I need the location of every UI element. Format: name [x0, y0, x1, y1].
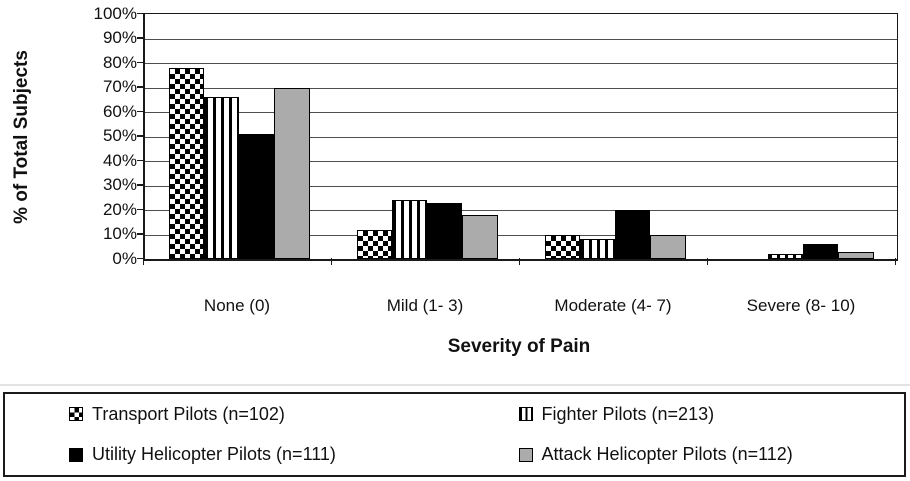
bar-transport-pilots-n-102-mild-1-3: [356, 229, 392, 259]
y-tick-label-70: 70%: [102, 77, 137, 96]
bar-attack-helicopter-pilots-n-112-mild-1-3: [462, 214, 498, 259]
plot-area: [143, 13, 898, 261]
x-tick-mark-1: [330, 258, 332, 265]
y-axis-tick-labels: 0% 10% 20% 30% 40% 50% 60% 70% 80% 90% 100%: [0, 5, 137, 267]
y-tick-label-0: 0%: [112, 248, 137, 268]
y-tick-mark-100: [137, 12, 143, 14]
gridline-50: [145, 136, 897, 138]
category-label-none-0: None (0): [203, 296, 271, 315]
legend-label: Utility Helicopter Pilots (n=111): [92, 444, 336, 465]
y-tick-label-10: 10%: [102, 224, 137, 243]
bar-fighter-pilots-n-213-severe-8-10: [767, 254, 803, 259]
legend-item-attack-helicopter-pilots-n-112: Attack Helicopter Pilots (n=112): [455, 444, 905, 465]
legend-marker-vstripe-icon: [518, 407, 533, 422]
legend-box: Transport Pilots (n=102) Fighter Pilots (…: [3, 392, 906, 477]
gridline-30: [145, 185, 897, 187]
bar-attack-helicopter-pilots-n-112-moderate-4-7: [650, 234, 686, 259]
x-axis-title: Severity of Pain: [447, 336, 591, 357]
scan-artifact-line: [0, 384, 910, 386]
legend-marker-gray-icon: [518, 447, 533, 462]
bar-utility-helicopter-pilots-n-111-severe-8-10: [803, 244, 839, 259]
bar-fighter-pilots-n-213-mild-1-3: [391, 200, 427, 259]
legend-item-fighter-pilots-n-213: Fighter Pilots (n=213): [455, 404, 905, 425]
bar-transport-pilots-n-102-none-0: [168, 67, 204, 259]
legend-label: Attack Helicopter Pilots (n=112): [541, 444, 793, 465]
y-tick-label-50: 50%: [102, 126, 137, 145]
legend-label: Transport Pilots (n=102): [92, 403, 285, 424]
legend-marker-solid-icon: [69, 447, 83, 462]
bar-transport-pilots-n-102-moderate-4-7: [544, 234, 580, 259]
gridline-10: [145, 234, 897, 236]
bar-utility-helicopter-pilots-n-111-moderate-4-7: [615, 210, 651, 259]
bar-attack-helicopter-pilots-n-112-none-0: [274, 87, 310, 259]
y-tick-mark-70: [137, 86, 143, 88]
gridline-60: [145, 112, 897, 113]
y-tick-label-30: 30%: [102, 175, 137, 194]
bar-fighter-pilots-n-213-moderate-4-7: [579, 239, 615, 259]
gridline-70: [145, 87, 897, 89]
y-tick-label-90: 90%: [102, 28, 137, 47]
y-tick-mark-40: [137, 159, 143, 161]
x-tick-mark-3: [706, 258, 708, 265]
gridline-20: [145, 210, 897, 211]
x-tick-mark-4: [894, 258, 896, 265]
category-label-mild-1-3: Mild (1- 3): [386, 296, 464, 315]
y-tick-label-80: 80%: [102, 52, 137, 72]
y-tick-mark-80: [137, 61, 143, 63]
y-tick-mark-60: [137, 110, 143, 112]
gridline-90: [145, 38, 897, 40]
gridline-80: [145, 63, 897, 64]
y-tick-mark-20: [137, 208, 143, 210]
bar-attack-helicopter-pilots-n-112-severe-8-10: [838, 251, 874, 259]
bar-utility-helicopter-pilots-n-111-none-0: [239, 134, 275, 259]
y-tick-mark-0: [137, 257, 143, 259]
bar-utility-helicopter-pilots-n-111-mild-1-3: [427, 202, 463, 259]
y-tick-label-60: 60%: [102, 101, 137, 121]
gridline-40: [145, 161, 897, 162]
legend-item-utility-helicopter-pilots-n-111: Utility Helicopter Pilots (n=111): [5, 444, 455, 465]
y-tick-label-40: 40%: [102, 150, 137, 170]
category-label-severe-8-10: Severe (8- 10): [746, 296, 856, 315]
bar-fighter-pilots-n-213-none-0: [203, 97, 239, 259]
y-tick-mark-30: [137, 184, 143, 186]
x-tick-mark-0: [142, 258, 144, 265]
y-tick-mark-10: [137, 233, 143, 235]
legend-marker-checker-icon: [69, 407, 83, 422]
y-tick-label-100: 100%: [93, 3, 137, 23]
y-tick-label-20: 20%: [102, 199, 137, 219]
y-tick-mark-50: [137, 135, 143, 137]
x-tick-mark-2: [518, 258, 520, 265]
legend-label: Fighter Pilots (n=213): [541, 403, 715, 424]
y-tick-mark-90: [137, 37, 143, 39]
legend-item-transport-pilots-n-102: Transport Pilots (n=102): [5, 404, 455, 425]
category-label-moderate-4-7: Moderate (4- 7): [554, 296, 672, 315]
